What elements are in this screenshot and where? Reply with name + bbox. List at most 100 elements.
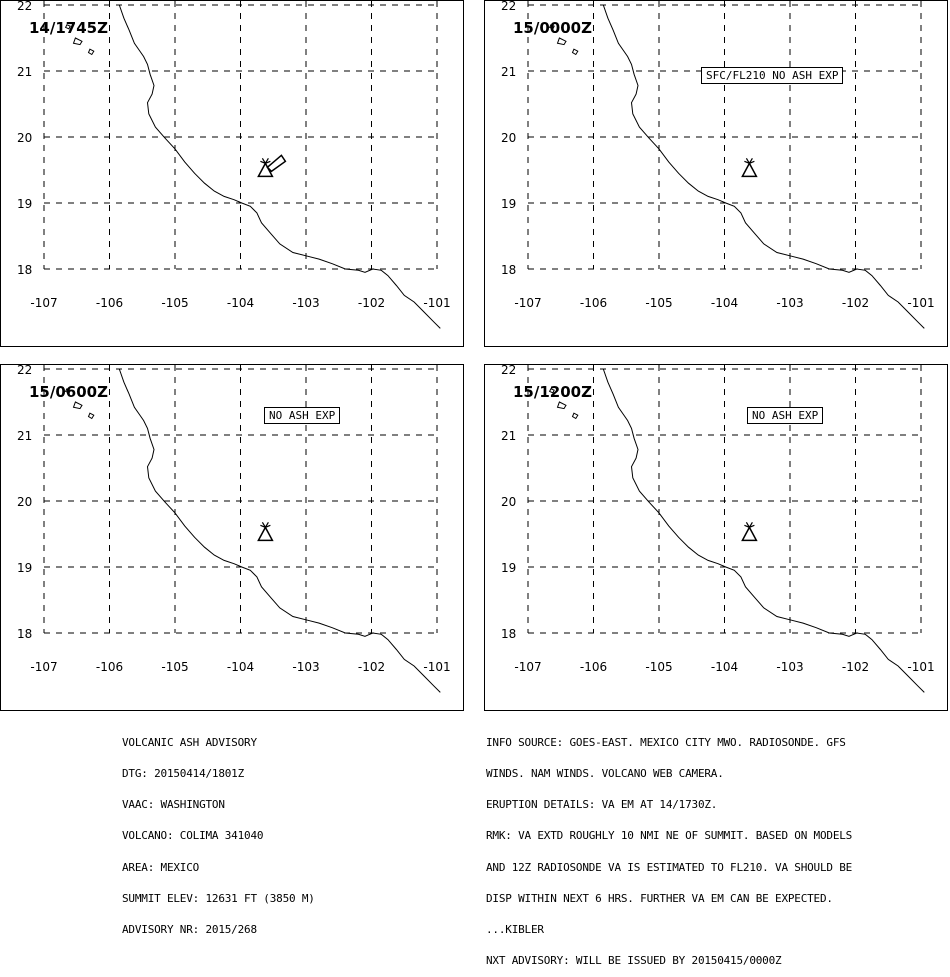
advisory-line: WINDS. NAM WINDS. VOLCANO WEB CAMERA. (486, 767, 724, 781)
status-box: SFC/FL210 NO ASH EXP (701, 67, 844, 84)
ash-cloud-area (266, 154, 287, 173)
advisory-line: ERUPTION DETAILS: VA EM AT 14/1730Z. (486, 798, 718, 812)
coastline (602, 4, 925, 329)
lon-tick-label: -102 (358, 660, 385, 674)
lon-tick-label: -103 (292, 296, 319, 310)
lat-tick-label: 21 (501, 429, 516, 443)
advisory-line: ...KIBLER (486, 923, 544, 937)
lat-tick-label: 21 (17, 429, 32, 443)
lon-tick-label: -105 (161, 296, 188, 310)
island (72, 401, 83, 410)
grid-lines (43, 365, 438, 634)
advisory-line: INFO SOURCE: GOES-EAST. MEXICO CITY MWO.… (486, 735, 846, 749)
status-box: NO ASH EXP (747, 407, 824, 424)
lon-tick-label: -106 (580, 296, 607, 310)
advisory-line: DTG: 20150414/1801Z (122, 767, 245, 781)
lon-tick-label: -101 (423, 296, 450, 310)
lat-tick-label: 20 (17, 495, 32, 509)
lat-tick-label: 20 (501, 131, 516, 145)
advisory-right: INFO SOURCE: GOES-EAST. MEXICO CITY MWO.… (486, 717, 852, 977)
lon-tick-label: -107 (514, 296, 541, 310)
forecast-panel-3: 22 21 20 19 18 -107 -106 -105 -104 -103 -102 -101 1… (0, 364, 464, 711)
advisory-line: AND 12Z RADIOSONDE VA IS ESTIMATED TO FL… (486, 860, 853, 874)
island (87, 412, 95, 420)
lon-tick-label: -101 (907, 660, 934, 674)
forecast-panel-2: 22 21 20 19 18 -107 -106 -105 -104 -103 -102 -101 1… (484, 0, 948, 347)
advisory-line: AREA: MEXICO (122, 860, 200, 874)
lon-tick-label: -107 (514, 660, 541, 674)
lat-tick-label: 18 (17, 627, 32, 641)
panel-time-label: 15/1200Z (513, 383, 592, 401)
status-box: NO ASH EXP (264, 407, 341, 424)
lon-tick-label: -106 (96, 660, 123, 674)
volcano-icon (741, 158, 758, 178)
advisory-line: SUMMIT ELEV: 12631 FT (3850 M) (122, 891, 315, 905)
forecast-panel-1: 22 21 20 19 18 -107 -106 -105 -104 -103 -102 -101 1… (0, 0, 464, 347)
island (72, 37, 83, 46)
lat-tick-label: 20 (17, 131, 32, 145)
lon-tick-label: -104 (711, 296, 738, 310)
island (548, 24, 555, 30)
lat-tick-label: 18 (501, 627, 516, 641)
advisory-line: RMK: VA EXTD ROUGHLY 10 NMI NE OF SUMMIT… (486, 829, 853, 843)
lon-tick-label: -104 (227, 660, 254, 674)
lon-tick-label: -102 (842, 296, 869, 310)
lat-tick-label: 19 (501, 197, 516, 211)
coastline (118, 4, 441, 329)
lon-tick-label: -107 (30, 296, 57, 310)
lat-tick-label: 21 (17, 65, 32, 79)
lat-tick-label: 22 (17, 365, 32, 377)
island (64, 388, 71, 394)
advisory-line: VOLCANIC ASH ADVISORY (122, 735, 257, 749)
panel-time-label: 15/0600Z (29, 383, 108, 401)
island (556, 37, 567, 46)
lon-tick-label: -104 (227, 296, 254, 310)
island (87, 48, 95, 56)
map-canvas: 22 21 20 19 18 -107 -106 -105 -104 -103 -102 -101 (501, 365, 935, 693)
lon-tick-label: -107 (30, 660, 57, 674)
lat-tick-label: 22 (501, 365, 516, 377)
lon-tick-label: -105 (161, 660, 188, 674)
lon-tick-label: -102 (358, 296, 385, 310)
lat-tick-label: 18 (501, 263, 516, 277)
island (556, 401, 567, 410)
advisory-line: VOLCANO: COLIMA 341040 (122, 829, 264, 843)
island (548, 388, 555, 394)
grid-lines (527, 365, 922, 634)
lat-tick-label: 22 (17, 1, 32, 13)
grid-lines (43, 1, 438, 270)
coastline (602, 368, 925, 693)
lat-tick-label: 19 (17, 197, 32, 211)
map-canvas: 22 21 20 19 18 -107 -106 -105 -104 -103 -102 -101 (501, 1, 935, 329)
island (64, 24, 71, 30)
panel-time-label: 15/0000Z (513, 19, 592, 37)
lon-tick-label: -103 (292, 660, 319, 674)
volcano-icon (257, 158, 274, 178)
lon-tick-label: -106 (580, 660, 607, 674)
volcano-icon (257, 522, 274, 542)
panel-time-label: 14/1745Z (29, 19, 108, 37)
advisory-line: ADVISORY NR: 2015/268 (122, 923, 257, 937)
coastline (118, 368, 441, 693)
map-canvas: 22 21 20 19 18 -107 -106 -105 -104 -103 -102 -101 (17, 1, 451, 329)
lon-tick-label: -102 (842, 660, 869, 674)
grid-lines (527, 1, 922, 270)
lat-tick-label: 20 (501, 495, 516, 509)
volcano-icon (741, 522, 758, 542)
lon-tick-label: -103 (776, 296, 803, 310)
lon-tick-label: -106 (96, 296, 123, 310)
lon-tick-label: -101 (907, 296, 934, 310)
lat-tick-label: 22 (501, 1, 516, 13)
island (571, 48, 579, 56)
lat-tick-label: 19 (501, 561, 516, 575)
map-canvas: 22 21 20 19 18 -107 -106 -105 -104 -103 -102 -101 (17, 365, 451, 693)
island (571, 412, 579, 420)
lat-tick-label: 19 (17, 561, 32, 575)
advisory-line: NXT ADVISORY: WILL BE ISSUED BY 20150415… (486, 954, 782, 968)
lon-tick-label: -101 (423, 660, 450, 674)
advisory-line: DISP WITHIN NEXT 6 HRS. FURTHER VA EM CA… (486, 891, 833, 905)
lat-tick-label: 18 (17, 263, 32, 277)
lon-tick-label: -103 (776, 660, 803, 674)
advisory-left: VOLCANIC ASH ADVISORY DTG: 20150414/1801… (122, 717, 315, 946)
lat-tick-label: 21 (501, 65, 516, 79)
